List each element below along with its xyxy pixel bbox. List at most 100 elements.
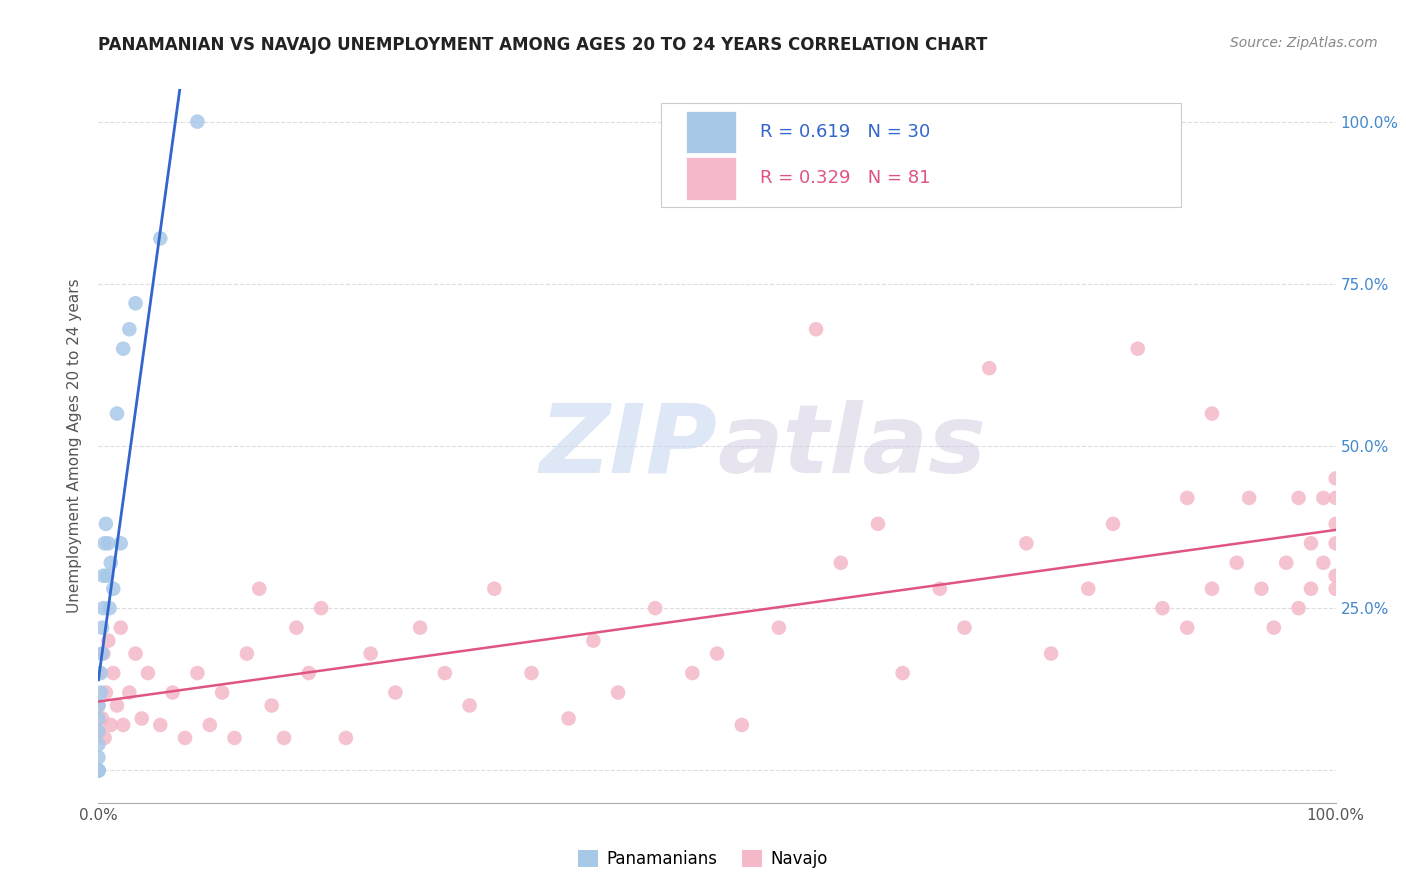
Point [1152, 601, 1174, 615]
Text: PANAMANIAN VS NAVAJO UNEMPLOYMENT AMONG AGES 20 TO 24 YEARS CORRELATION CHART: PANAMANIAN VS NAVAJO UNEMPLOYMENT AMONG … [98, 36, 988, 54]
Point [1175, 621, 1198, 635]
Point [90, 666, 112, 681]
Point [87, 764, 110, 778]
Point [105, 698, 128, 713]
Point [91, 621, 114, 635]
Point [236, 647, 259, 661]
Point [198, 718, 221, 732]
Legend: Panamanians, Navajo: Panamanians, Navajo [571, 843, 835, 875]
Point [458, 698, 481, 713]
Point [1324, 516, 1347, 531]
Point [93, 536, 115, 550]
Point [1275, 556, 1298, 570]
Point [1312, 556, 1334, 570]
FancyBboxPatch shape [686, 111, 735, 153]
Point [260, 698, 283, 713]
Point [87, 698, 110, 713]
Point [644, 601, 666, 615]
Point [1299, 582, 1322, 596]
Point [94, 516, 117, 531]
Point [87, 764, 110, 778]
Point [298, 666, 321, 681]
Point [87, 764, 110, 778]
Point [87, 698, 110, 713]
Point [409, 621, 432, 635]
Point [1250, 582, 1272, 596]
Point [105, 407, 128, 421]
Point [706, 647, 728, 661]
Point [110, 536, 132, 550]
Point [804, 322, 827, 336]
Point [112, 342, 135, 356]
Point [557, 711, 579, 725]
Point [87, 724, 110, 739]
Point [124, 296, 146, 310]
Y-axis label: Unemployment Among Ages 20 to 24 years: Unemployment Among Ages 20 to 24 years [67, 278, 83, 614]
Point [93, 568, 115, 582]
Point [1201, 582, 1223, 596]
Point [211, 685, 233, 699]
Point [1226, 556, 1249, 570]
Point [1077, 582, 1099, 596]
Point [1324, 536, 1347, 550]
Point [118, 322, 141, 336]
Point [360, 647, 382, 661]
Point [582, 633, 605, 648]
Point [224, 731, 246, 745]
Point [1324, 471, 1347, 485]
Point [149, 231, 172, 245]
Point [1312, 491, 1334, 505]
Point [1126, 342, 1149, 356]
Point [768, 621, 790, 635]
Point [1299, 536, 1322, 550]
Point [384, 685, 406, 699]
Point [484, 582, 506, 596]
Point [162, 685, 184, 699]
Point [830, 556, 852, 570]
Point [136, 666, 159, 681]
Point [91, 711, 114, 725]
Point [118, 685, 141, 699]
Point [97, 536, 120, 550]
Point [103, 582, 125, 596]
Point [87, 764, 110, 778]
Point [285, 621, 308, 635]
Point [94, 685, 117, 699]
Point [93, 731, 115, 745]
Point [124, 647, 146, 661]
Point [91, 647, 114, 661]
Point [1324, 568, 1347, 582]
Point [928, 582, 950, 596]
Point [891, 666, 914, 681]
Point [979, 361, 1001, 376]
Point [87, 666, 110, 681]
Point [335, 731, 357, 745]
Point [1324, 582, 1347, 596]
Point [100, 718, 122, 732]
Point [1288, 491, 1310, 505]
Point [131, 711, 153, 725]
Point [103, 666, 125, 681]
Point [87, 724, 110, 739]
Point [247, 582, 270, 596]
Point [866, 516, 889, 531]
Point [309, 601, 332, 615]
Point [953, 621, 976, 635]
Point [112, 718, 135, 732]
Point [1263, 621, 1285, 635]
Point [1288, 601, 1310, 615]
Point [98, 601, 121, 615]
Point [1102, 516, 1125, 531]
Point [93, 647, 115, 661]
Text: R = 0.619   N = 30: R = 0.619 N = 30 [761, 123, 931, 141]
Point [607, 685, 630, 699]
Point [174, 731, 197, 745]
Point [1237, 491, 1260, 505]
Point [731, 718, 754, 732]
Point [110, 621, 132, 635]
Text: ZIP: ZIP [538, 400, 717, 492]
Text: atlas: atlas [717, 400, 986, 492]
Point [87, 750, 110, 764]
Text: Source: ZipAtlas.com: Source: ZipAtlas.com [1230, 36, 1378, 50]
Point [87, 738, 110, 752]
